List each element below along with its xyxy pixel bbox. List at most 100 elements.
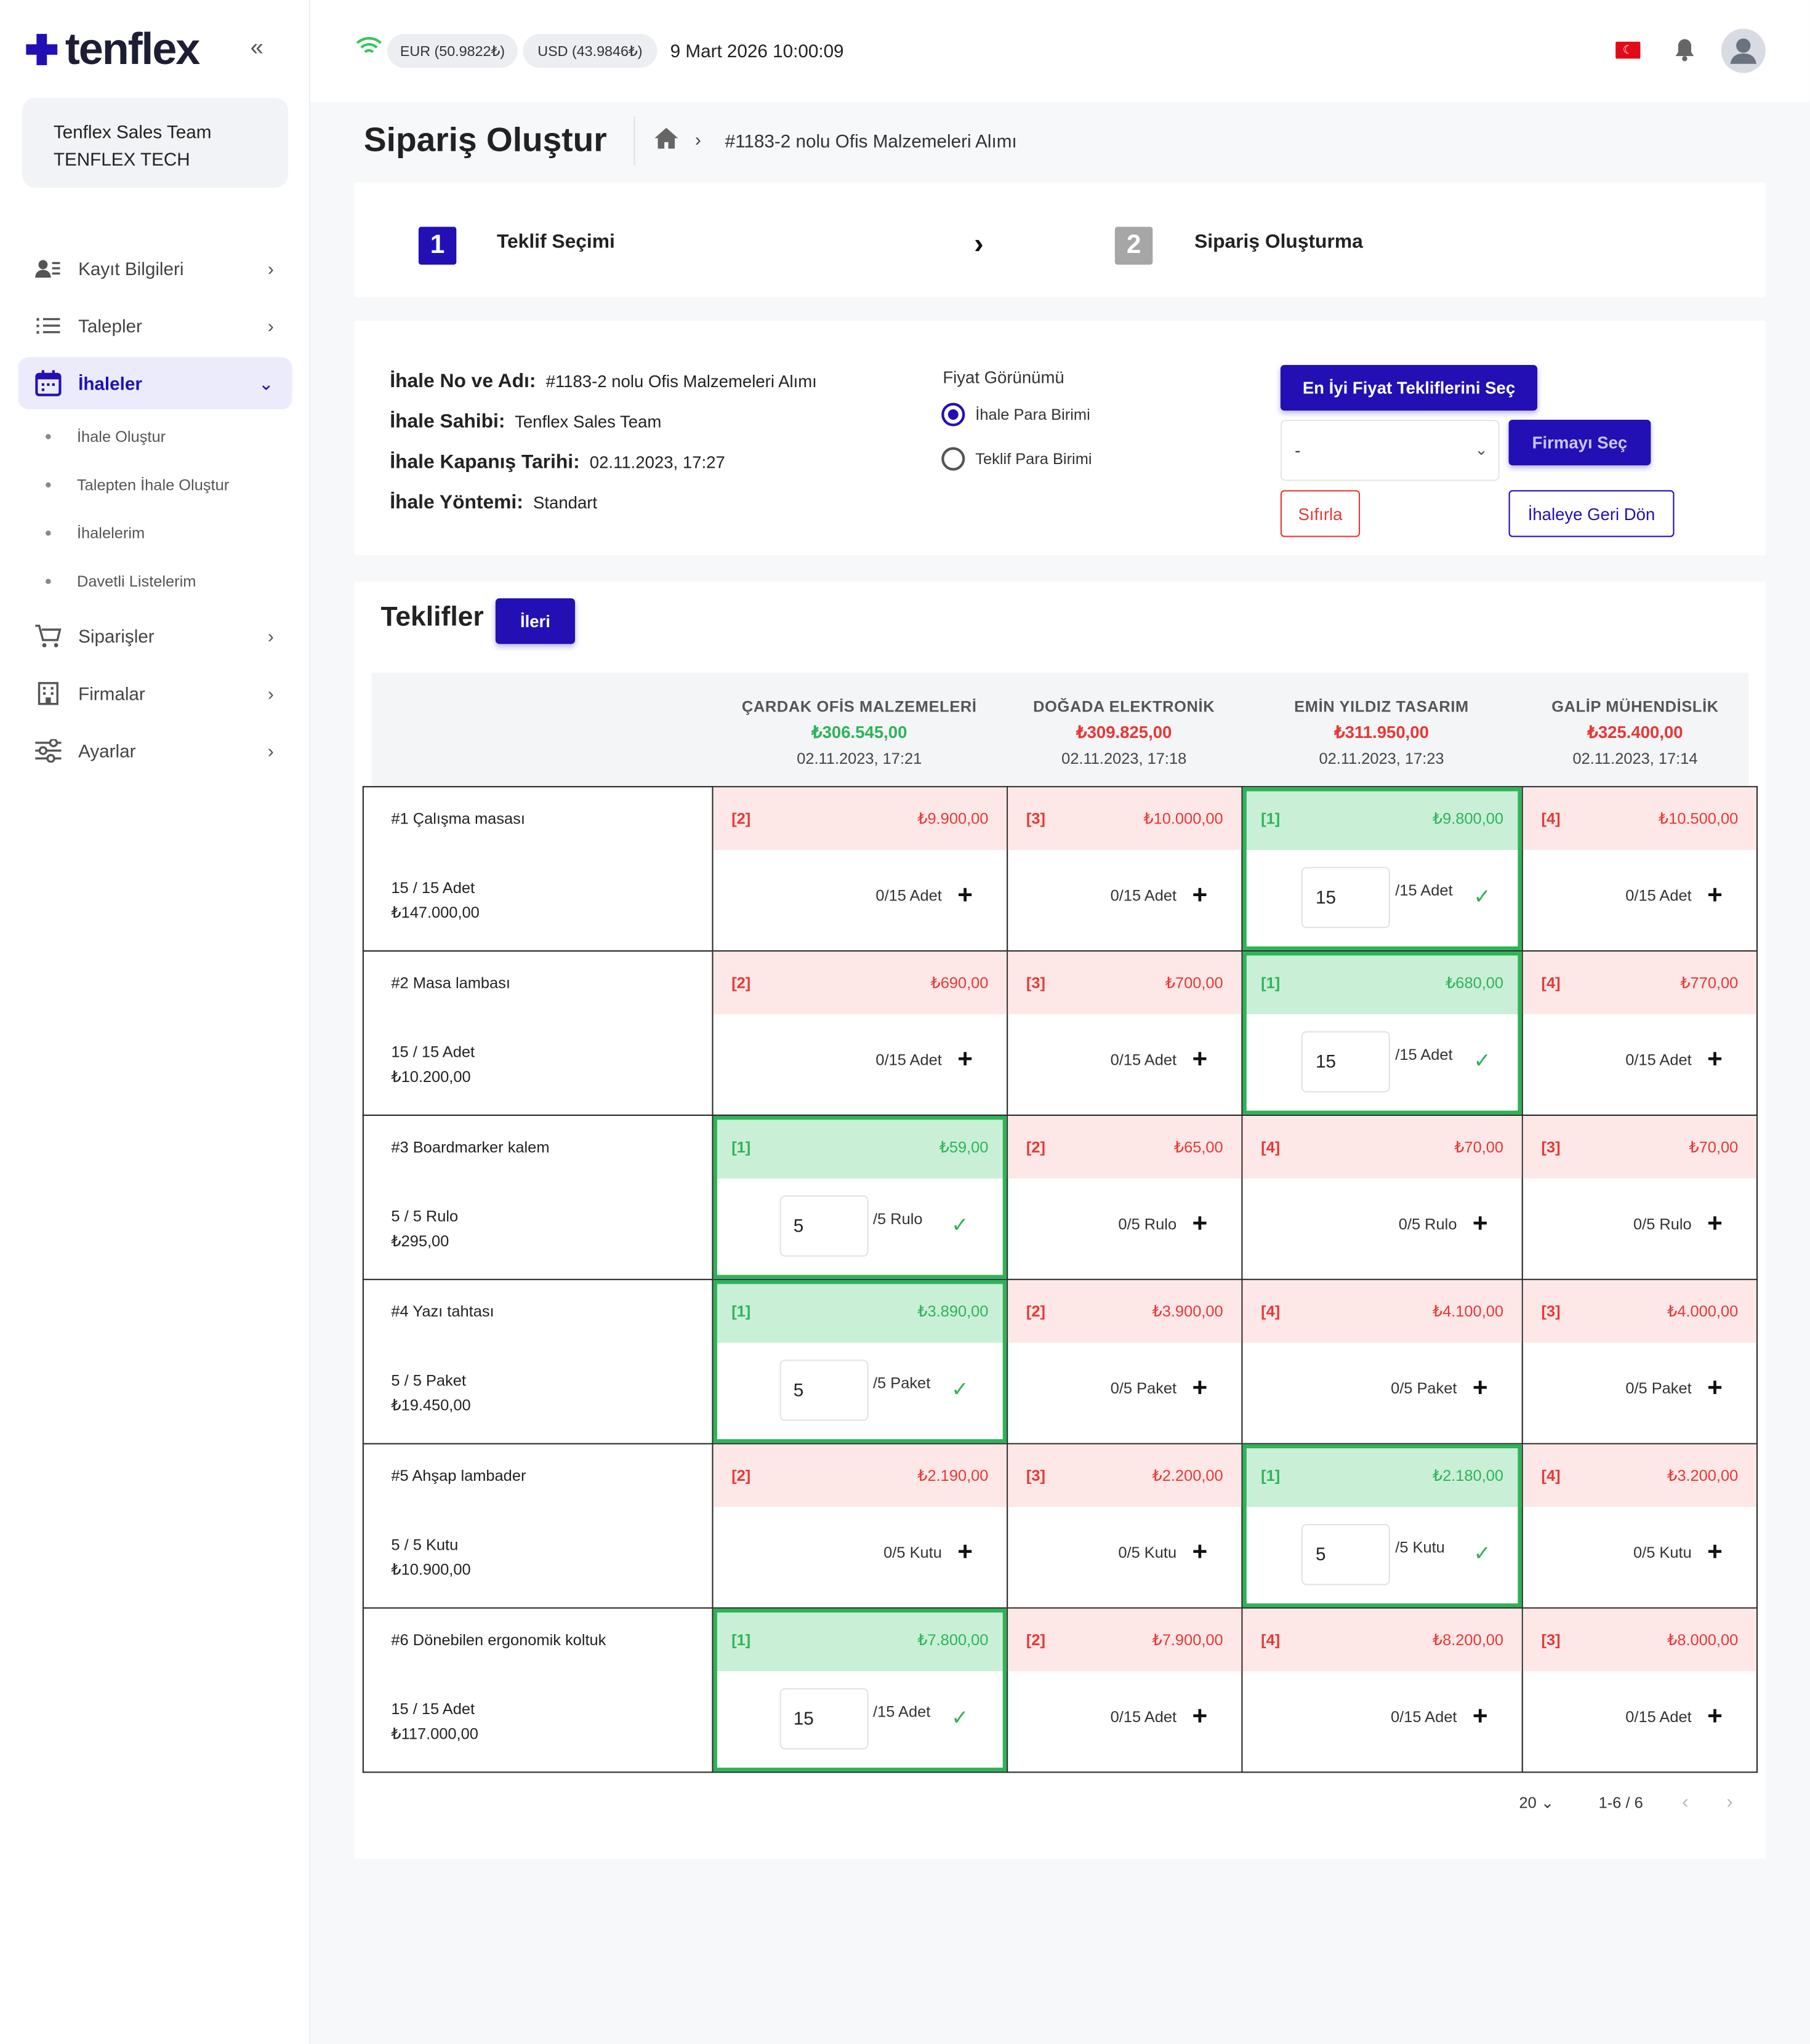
plus-icon[interactable]: + bbox=[1472, 1209, 1488, 1239]
plus-icon[interactable]: + bbox=[1707, 1045, 1723, 1075]
select-best-offers-button[interactable]: En İyi Fiyat Tekliflerini Seç bbox=[1280, 365, 1538, 411]
offer-cell[interactable]: [4] ₺70,00 0/5 Rulo + bbox=[1241, 1114, 1523, 1280]
plus-icon[interactable]: + bbox=[1192, 1209, 1208, 1239]
prev-page-icon[interactable]: ‹ bbox=[1682, 1791, 1689, 1814]
supplier-header[interactable]: DOĞADA ELEKTRONİK ₺309.825,00 02.11.2023… bbox=[1007, 694, 1241, 772]
offer-cell[interactable]: [3] ₺10.000,00 0/15 Adet + bbox=[1007, 786, 1243, 952]
plus-icon[interactable]: + bbox=[957, 1045, 973, 1075]
add-quantity-control[interactable]: 0/5 Kutu + bbox=[1118, 1538, 1208, 1567]
add-quantity-control[interactable]: 0/15 Adet + bbox=[875, 881, 973, 910]
sidebar-item-ayarlar[interactable]: Ayarlar › bbox=[18, 725, 292, 777]
back-to-tender-button[interactable]: İhaleye Geri Dön bbox=[1508, 490, 1675, 537]
order-quantity-input[interactable]: 5 bbox=[779, 1195, 868, 1257]
home-icon[interactable] bbox=[654, 127, 678, 155]
add-quantity-control[interactable]: 0/15 Adet + bbox=[1391, 1702, 1488, 1731]
bell-icon[interactable] bbox=[1675, 38, 1695, 68]
collapse-sidebar-icon[interactable]: « bbox=[250, 34, 263, 60]
offer-cell[interactable]: [2] ₺65,00 0/5 Rulo + bbox=[1007, 1114, 1243, 1280]
next-button[interactable]: İleri bbox=[495, 598, 576, 644]
supplier-header[interactable]: ÇARDAK OFİS MALZEMELERİ ₺306.545,00 02.1… bbox=[712, 694, 1007, 772]
plus-icon[interactable]: + bbox=[1192, 1702, 1208, 1731]
page-size-select[interactable]: 20 ⌄ bbox=[1519, 1794, 1554, 1812]
order-quantity-input[interactable]: 15 bbox=[1301, 1031, 1390, 1092]
radio-offer-currency[interactable] bbox=[941, 447, 965, 471]
add-quantity-control[interactable]: 0/5 Kutu + bbox=[1633, 1538, 1723, 1567]
sidebar-item-talepler[interactable]: Talepler › bbox=[18, 300, 292, 352]
sidebar-item-kayit-bilgileri[interactable]: Kayıt Bilgileri › bbox=[18, 242, 292, 295]
turkish-flag-icon[interactable]: ☾ bbox=[1615, 41, 1641, 59]
offer-cell-selected[interactable]: [1] ₺7.800,00 15/15 Adet ✓ bbox=[712, 1607, 1008, 1773]
radio-offer-currency-label[interactable]: Teklif Para Birimi bbox=[975, 449, 1092, 468]
sidebar-subitem-davetli-listelerim[interactable]: Davetli Listelerim bbox=[46, 572, 196, 590]
offer-cell[interactable]: [3] ₺70,00 0/5 Rulo + bbox=[1521, 1114, 1758, 1280]
offer-cell[interactable]: [3] ₺700,00 0/15 Adet + bbox=[1007, 950, 1243, 1116]
add-quantity-control[interactable]: 0/5 Rulo + bbox=[1399, 1209, 1488, 1239]
add-quantity-control[interactable]: 0/5 Rulo + bbox=[1118, 1209, 1208, 1239]
add-quantity-control[interactable]: 0/15 Adet + bbox=[1625, 881, 1723, 910]
plus-icon[interactable]: + bbox=[1707, 1209, 1723, 1239]
offer-cell[interactable]: [2] ₺690,00 0/15 Adet + bbox=[712, 950, 1008, 1116]
add-quantity-control[interactable]: 0/15 Adet + bbox=[875, 1045, 973, 1075]
plus-icon[interactable]: + bbox=[957, 881, 973, 910]
add-quantity-control[interactable]: 0/15 Adet + bbox=[1111, 1702, 1208, 1731]
offer-cell-selected[interactable]: [1] ₺2.180,00 5/5 Kutu ✓ bbox=[1241, 1443, 1523, 1609]
order-quantity-input[interactable]: 15 bbox=[779, 1688, 868, 1750]
order-quantity-input[interactable]: 5 bbox=[779, 1360, 868, 1421]
supplier-date: 02.11.2023, 17:23 bbox=[1319, 749, 1444, 768]
plus-icon[interactable]: + bbox=[1472, 1374, 1488, 1403]
radio-tender-currency[interactable] bbox=[941, 403, 965, 427]
plus-icon[interactable]: + bbox=[957, 1538, 973, 1567]
offer-cell[interactable]: [4] ₺4.100,00 0/5 Paket + bbox=[1241, 1278, 1523, 1445]
add-quantity-control[interactable]: 0/15 Adet + bbox=[1111, 1045, 1208, 1075]
select-firm-button[interactable]: Firmayı Seç bbox=[1508, 419, 1651, 466]
next-page-icon[interactable]: › bbox=[1726, 1791, 1733, 1814]
radio-tender-currency-label[interactable]: İhale Para Birimi bbox=[975, 405, 1090, 424]
plus-icon[interactable]: + bbox=[1472, 1702, 1488, 1731]
offer-cell-selected[interactable]: [1] ₺59,00 5/5 Rulo ✓ bbox=[712, 1114, 1008, 1280]
plus-icon[interactable]: + bbox=[1707, 1702, 1723, 1731]
plus-icon[interactable]: + bbox=[1192, 1538, 1208, 1567]
add-quantity-control[interactable]: 0/5 Paket + bbox=[1391, 1374, 1488, 1403]
reset-button[interactable]: Sıfırla bbox=[1280, 490, 1361, 537]
sidebar-subitem-ihalelerim[interactable]: İhalelerim bbox=[46, 524, 145, 542]
add-quantity-control[interactable]: 0/5 Paket + bbox=[1111, 1374, 1208, 1403]
plus-icon[interactable]: + bbox=[1707, 881, 1723, 910]
offer-cell-selected[interactable]: [1] ₺3.890,00 5/5 Paket ✓ bbox=[712, 1278, 1008, 1445]
offer-cell[interactable]: [3] ₺4.000,00 0/5 Paket + bbox=[1521, 1278, 1758, 1445]
add-quantity-control[interactable]: 0/5 Paket + bbox=[1625, 1374, 1723, 1403]
order-quantity-input[interactable]: 15 bbox=[1301, 867, 1390, 929]
offer-cell-selected[interactable]: [1] ₺680,00 15/15 Adet ✓ bbox=[1241, 950, 1523, 1116]
plus-icon[interactable]: + bbox=[1192, 1045, 1208, 1075]
offer-cell[interactable]: [4] ₺8.200,00 0/15 Adet + bbox=[1241, 1607, 1523, 1773]
plus-icon[interactable]: + bbox=[1707, 1374, 1723, 1403]
supplier-header[interactable]: GALİP MÜHENDİSLİK ₺325.400,00 02.11.2023… bbox=[1522, 694, 1749, 772]
offer-cell[interactable]: [4] ₺770,00 0/15 Adet + bbox=[1521, 950, 1758, 1116]
plus-icon[interactable]: + bbox=[1192, 1374, 1208, 1403]
offer-cell[interactable]: [2] ₺9.900,00 0/15 Adet + bbox=[712, 786, 1008, 952]
supplier-header[interactable]: EMİN YILDIZ TASARIM ₺311.950,00 02.11.20… bbox=[1241, 694, 1521, 772]
user-avatar-icon[interactable] bbox=[1721, 28, 1766, 73]
sidebar-item-firmalar[interactable]: Firmalar › bbox=[18, 667, 292, 719]
sidebar-item-ihaleler[interactable]: İhaleler ⌄ bbox=[18, 357, 292, 410]
logo[interactable]: tenflex bbox=[23, 26, 200, 73]
offer-cell[interactable]: [4] ₺3.200,00 0/5 Kutu + bbox=[1521, 1443, 1758, 1609]
offer-cell[interactable]: [3] ₺8.000,00 0/15 Adet + bbox=[1521, 1607, 1758, 1773]
add-quantity-control[interactable]: 0/15 Adet + bbox=[1111, 881, 1208, 910]
add-quantity-control[interactable]: 0/5 Kutu + bbox=[883, 1538, 973, 1567]
offer-cell[interactable]: [2] ₺2.190,00 0/5 Kutu + bbox=[712, 1443, 1008, 1609]
plus-icon[interactable]: + bbox=[1707, 1538, 1723, 1567]
offer-cell[interactable]: [2] ₺7.900,00 0/15 Adet + bbox=[1007, 1607, 1243, 1773]
offer-cell[interactable]: [4] ₺10.500,00 0/15 Adet + bbox=[1521, 786, 1758, 952]
firm-select[interactable]: - ⌄ bbox=[1280, 419, 1500, 481]
offer-cell-selected[interactable]: [1] ₺9.800,00 15/15 Adet ✓ bbox=[1241, 786, 1523, 952]
order-quantity-input[interactable]: 5 bbox=[1301, 1523, 1390, 1585]
add-quantity-control[interactable]: 0/15 Adet + bbox=[1625, 1045, 1723, 1075]
sidebar-subitem-ihale-olustur[interactable]: İhale Oluştur bbox=[46, 428, 166, 446]
add-quantity-control[interactable]: 0/5 Rulo + bbox=[1633, 1209, 1723, 1239]
offer-cell[interactable]: [3] ₺2.200,00 0/5 Kutu + bbox=[1007, 1443, 1243, 1609]
add-quantity-control[interactable]: 0/15 Adet + bbox=[1625, 1702, 1723, 1731]
offer-cell[interactable]: [2] ₺3.900,00 0/5 Paket + bbox=[1007, 1278, 1243, 1445]
sidebar-item-siparisler[interactable]: Siparişler › bbox=[18, 610, 292, 662]
plus-icon[interactable]: + bbox=[1192, 881, 1208, 910]
sidebar-subitem-talepten-ihale-olustur[interactable]: Talepten İhale Oluştur bbox=[46, 476, 229, 494]
